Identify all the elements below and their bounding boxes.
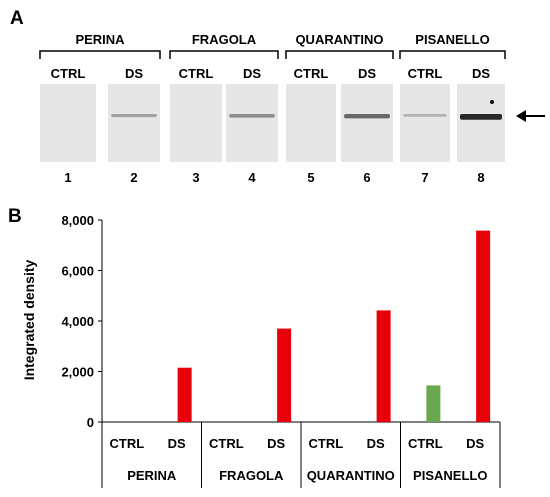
x-category-label: DS <box>367 436 385 451</box>
lane-number: 5 <box>307 170 314 185</box>
x-group-label: PISANELLO <box>413 468 487 483</box>
lane-number: 4 <box>248 170 256 185</box>
y-tick-label: 4,000 <box>61 314 94 329</box>
lane-label: DS <box>358 66 376 81</box>
western-blot-panel: PERINA FRAGOLA QUARANTINO PISANELLO CTRL 1 DS 2… <box>39 32 545 185</box>
blot-group-label: PISANELLO <box>415 32 489 47</box>
panel-a-letter: A <box>10 8 24 29</box>
blot-lane <box>40 84 96 162</box>
lane-number: 8 <box>477 170 484 185</box>
protein-band <box>403 114 447 117</box>
blot-lane <box>226 84 278 162</box>
blot-lane <box>400 84 450 162</box>
bar <box>376 310 391 422</box>
protein-band <box>229 114 275 118</box>
group-bracket <box>39 50 161 59</box>
y-tick-label: 6,000 <box>61 264 94 279</box>
x-category-label: DS <box>466 436 484 451</box>
lane-number: 2 <box>130 170 137 185</box>
arrow-left-icon <box>516 110 545 122</box>
lane-label: CTRL <box>294 66 329 81</box>
bar <box>277 328 292 422</box>
lane-number: 3 <box>192 170 199 185</box>
lane-label: CTRL <box>51 66 86 81</box>
protein-band <box>344 114 390 119</box>
lane-number: 6 <box>363 170 370 185</box>
y-axis-label: Integrated density <box>21 260 37 381</box>
blot-lane <box>170 84 222 162</box>
blot-lane <box>341 84 393 162</box>
x-group-label: FRAGOLA <box>219 468 284 483</box>
lane-number: 7 <box>421 170 428 185</box>
x-group-label: PERINA <box>127 468 177 483</box>
blot-group-label: FRAGOLA <box>192 32 257 47</box>
blot-lane <box>286 84 336 162</box>
x-group-label: QUARANTINO <box>307 468 395 483</box>
blot-group-label: PERINA <box>75 32 125 47</box>
bar <box>426 385 441 422</box>
x-category-label: CTRL <box>209 436 244 451</box>
group-bracket <box>169 50 279 59</box>
lane-label: DS <box>243 66 261 81</box>
lane-label: CTRL <box>408 66 443 81</box>
y-tick-label: 8,000 <box>61 213 94 228</box>
y-tick-label: 0 <box>87 415 94 430</box>
blot-lane <box>457 84 505 162</box>
lane-label: DS <box>125 66 143 81</box>
bar <box>177 367 192 422</box>
blot-lane <box>108 84 160 162</box>
blot-speck <box>490 100 494 104</box>
protein-band <box>460 114 502 120</box>
lane-label: DS <box>472 66 490 81</box>
blot-group-label: QUARANTINO <box>295 32 383 47</box>
lane-number: 1 <box>64 170 71 185</box>
lane-label: CTRL <box>179 66 214 81</box>
y-tick-label: 2,000 <box>61 365 94 380</box>
bar-chart: 0 2,000 4,000 6,000 8,000 CTRL DS CTRL DS CTRL DS C… <box>61 213 501 488</box>
group-bracket <box>399 50 506 59</box>
x-category-label: CTRL <box>408 436 443 451</box>
group-bracket <box>285 50 394 59</box>
x-category-label: CTRL <box>110 436 145 451</box>
protein-band <box>111 114 157 118</box>
x-category-label: DS <box>267 436 285 451</box>
x-category-label: CTRL <box>309 436 344 451</box>
bar <box>476 230 491 422</box>
x-category-label: DS <box>168 436 186 451</box>
panel-b-letter: B <box>8 206 22 227</box>
